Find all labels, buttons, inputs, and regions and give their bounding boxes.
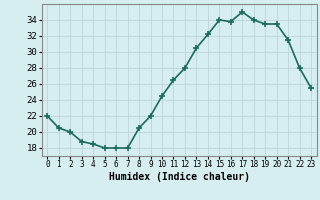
X-axis label: Humidex (Indice chaleur): Humidex (Indice chaleur) — [109, 172, 250, 182]
